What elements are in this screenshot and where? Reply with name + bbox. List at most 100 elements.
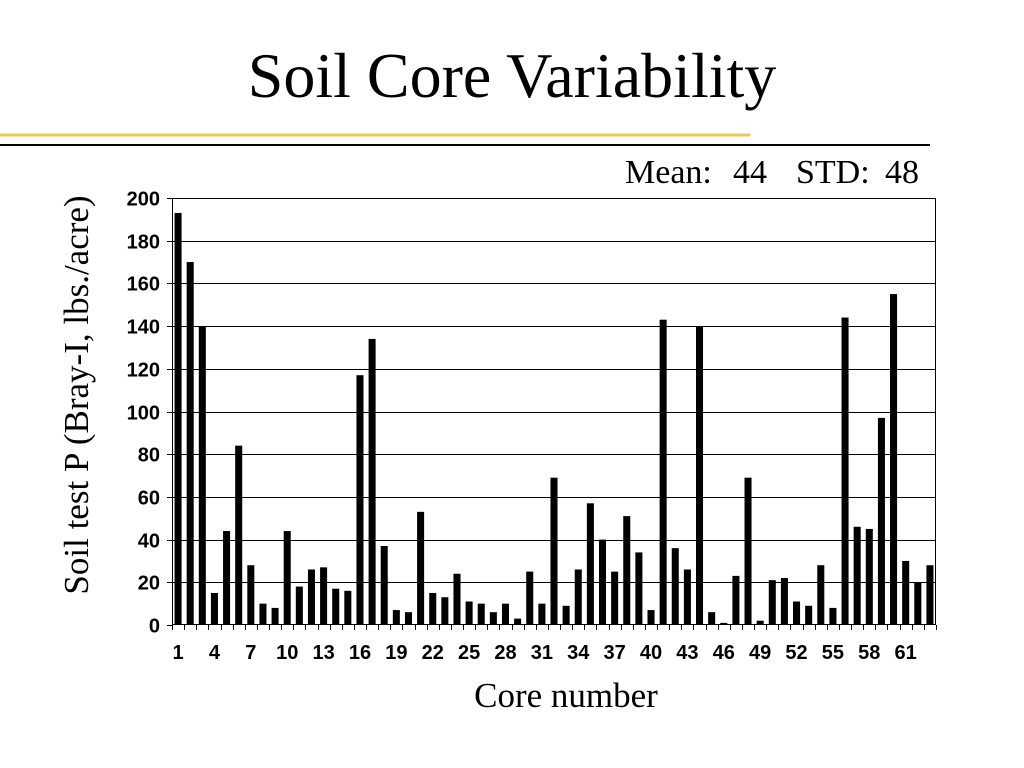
- bar-core-23: [441, 597, 449, 625]
- bar-core-56: [841, 317, 849, 625]
- bar-core-61: [902, 560, 910, 625]
- x-tick-label: 58: [858, 642, 880, 664]
- bar-core-9: [271, 607, 279, 625]
- bar-core-39: [635, 552, 643, 625]
- bar-core-46: [720, 622, 728, 625]
- bar-core-3: [198, 326, 206, 625]
- bar-core-27: [489, 612, 497, 625]
- x-tick-label: 49: [749, 642, 771, 664]
- y-tick-label: 100: [127, 403, 160, 425]
- bar-core-49: [756, 620, 764, 625]
- y-tick-label: 0: [149, 616, 160, 638]
- y-axis-ticks: 0 20 40 60 80 100 120 140 160 180 200: [127, 189, 172, 638]
- bar-core-38: [623, 516, 631, 625]
- x-tick-label: 28: [494, 642, 516, 664]
- x-tick-label: 4: [209, 642, 221, 664]
- bar-core-40: [647, 610, 655, 625]
- bar-core-26: [477, 603, 485, 625]
- std-value: 48: [885, 154, 919, 191]
- bar-core-35: [586, 503, 594, 625]
- bar-core-8: [259, 603, 267, 625]
- bar-core-4: [210, 592, 218, 625]
- x-tick-label: 61: [895, 642, 917, 664]
- std-label: STD:: [796, 154, 870, 191]
- x-tick-label: 22: [422, 642, 444, 664]
- x-tick-label: 55: [822, 642, 844, 664]
- x-tick-label: 46: [713, 642, 735, 664]
- bar-core-22: [429, 592, 437, 625]
- bar-core-32: [550, 477, 558, 625]
- y-tick-label: 140: [127, 317, 160, 339]
- x-tick-label: 31: [531, 642, 553, 664]
- x-tick-label: 1: [173, 642, 184, 664]
- bar-core-51: [780, 578, 788, 625]
- mean-label: Mean:: [625, 154, 712, 191]
- x-tick-label: 43: [676, 642, 698, 664]
- x-tick-label: 40: [640, 642, 662, 664]
- bar-core-42: [671, 548, 679, 625]
- bar-core-53: [805, 605, 813, 625]
- bar-core-7: [247, 565, 255, 625]
- bar-core-33: [562, 605, 570, 625]
- bar-core-20: [404, 612, 412, 625]
- x-tick-label: 10: [276, 642, 298, 664]
- bar-core-63: [926, 565, 934, 625]
- bar-core-21: [417, 511, 425, 625]
- bar-core-58: [865, 528, 873, 625]
- y-axis-title: Soil test P (Bray-I, lbs./acre): [57, 195, 96, 594]
- plot-border: [172, 198, 936, 625]
- bar-core-17: [368, 338, 376, 625]
- bar-core-1: [174, 212, 182, 625]
- plot-frame: [172, 198, 936, 625]
- bar-core-44: [696, 326, 704, 625]
- x-tick-label: 19: [385, 642, 407, 664]
- bar-core-12: [307, 569, 315, 625]
- bar-core-28: [501, 603, 510, 625]
- y-tick-label: 120: [127, 360, 160, 382]
- y-tick-label: 60: [138, 488, 160, 510]
- mean-value: 44: [733, 154, 767, 191]
- bar-core-55: [829, 607, 837, 625]
- bar-core-62: [914, 582, 922, 625]
- bar-core-37: [611, 571, 619, 625]
- bar-core-52: [793, 601, 801, 625]
- y-tick-label: 180: [127, 232, 160, 254]
- x-tick-label: 13: [312, 642, 334, 664]
- bar-core-16: [356, 375, 364, 625]
- bar-core-50: [768, 580, 776, 625]
- slide-title: Soil Core Variability: [248, 40, 777, 111]
- y-tick-label: 160: [127, 274, 160, 296]
- x-axis-ticks: 1 4 7 10 13 16 19 22 25 28 31 34 37 40 43 46 49 52 55 58 61: [172, 625, 937, 664]
- bar-chart: 0 20 40 60 80 100 120 140 160 180 200 1 4 7 10 13 16 19 2…: [57, 189, 937, 715]
- x-tick-label: 7: [245, 642, 256, 664]
- y-tick-label: 20: [138, 573, 160, 595]
- bar-core-30: [526, 571, 534, 625]
- y-tick-label: 200: [127, 189, 160, 211]
- bar-core-54: [817, 565, 825, 625]
- x-axis-title: Core number: [474, 676, 658, 715]
- x-tick-label: 34: [567, 642, 590, 664]
- summary-stats: Mean: 44 STD: 48: [625, 154, 919, 191]
- bar-core-47: [732, 575, 740, 625]
- bar-core-31: [538, 603, 546, 625]
- bar-core-10: [283, 531, 291, 625]
- bar-core-24: [453, 573, 461, 625]
- bar-core-59: [877, 417, 885, 625]
- x-tick-label: 16: [349, 642, 371, 664]
- y-tick-label: 40: [138, 531, 160, 553]
- x-tick-label: 52: [785, 642, 807, 664]
- bar-core-19: [392, 610, 400, 625]
- bar-core-43: [683, 569, 691, 625]
- bar-core-2: [186, 262, 194, 625]
- x-tick-label: 25: [458, 642, 480, 664]
- bar-core-45: [708, 612, 716, 625]
- bar-core-14: [332, 588, 340, 625]
- bar-core-5: [223, 531, 231, 625]
- bar-core-18: [380, 546, 388, 625]
- bar-core-41: [659, 319, 667, 625]
- bar-core-36: [598, 539, 607, 625]
- x-tick-label: 37: [604, 642, 626, 664]
- bar-core-60: [890, 294, 898, 625]
- bar-core-11: [295, 586, 303, 625]
